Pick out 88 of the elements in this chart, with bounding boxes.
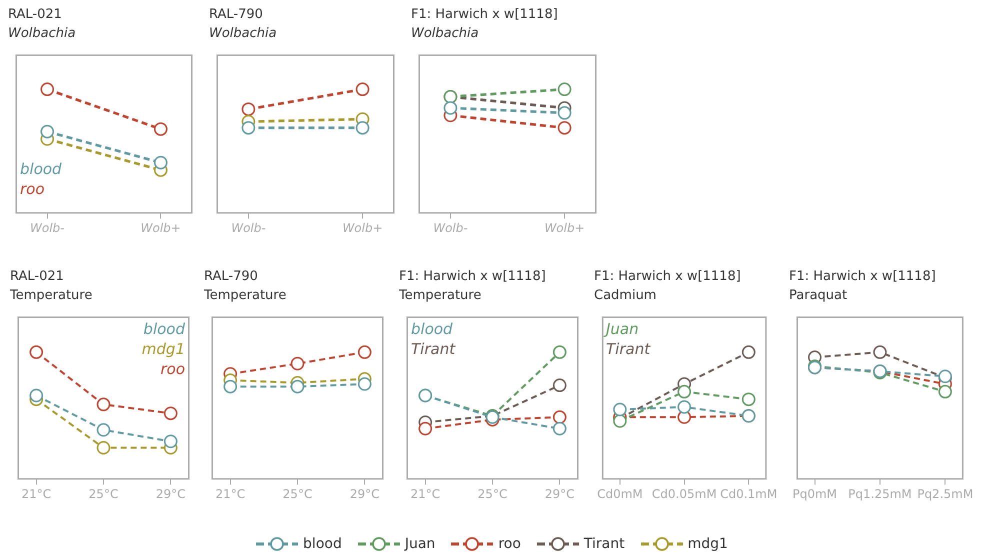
x-tick-label: 25°C	[478, 486, 508, 501]
point	[613, 402, 627, 416]
x-tick-label: 29°C	[156, 486, 186, 501]
chart-title: RAL-790	[204, 269, 258, 284]
point	[552, 345, 566, 359]
x-tick-label: Wolb+	[342, 220, 383, 235]
chart-title: RAL-021	[10, 269, 64, 284]
point	[356, 82, 370, 96]
point	[558, 82, 572, 96]
point	[242, 121, 256, 135]
x-tick-label: Wolb-	[433, 220, 468, 235]
series-label: blood	[20, 159, 62, 179]
point	[552, 422, 566, 436]
x-tick-label: 21°C	[215, 486, 246, 501]
x-tick-label: Pq2.5mM	[917, 486, 974, 501]
point	[558, 106, 572, 120]
text: blood	[411, 319, 454, 339]
legend-label: roo	[498, 536, 521, 552]
x-tick-label: Wolb+	[544, 220, 585, 235]
x-tick-label: 29°C	[544, 486, 575, 501]
chart-title: F1: Harwich x w[1118]	[411, 7, 558, 22]
chart-subtitle: Temperature	[399, 288, 482, 303]
point	[358, 377, 372, 391]
point	[558, 121, 572, 135]
text: mdg1	[142, 339, 185, 359]
point	[30, 345, 44, 359]
point	[40, 124, 54, 138]
x-tick-label: Cd0mM	[597, 486, 643, 501]
point	[613, 414, 627, 428]
point	[418, 422, 432, 436]
point	[290, 356, 304, 370]
point	[96, 440, 110, 454]
x-tick-label: 21°C	[410, 486, 440, 501]
text: blood	[142, 319, 185, 339]
text: roo	[159, 359, 185, 379]
chart-subtitle: Paraquat	[789, 288, 848, 303]
point	[552, 410, 566, 424]
legend-label: mdg1	[688, 536, 728, 552]
point	[164, 406, 178, 420]
point	[938, 384, 952, 398]
point	[742, 392, 756, 406]
point	[40, 82, 54, 96]
point	[742, 345, 756, 359]
x-tick-label: Pq1.25mM	[848, 486, 912, 501]
legend-label: Juan	[404, 536, 436, 552]
x-tick-label: Wolb-	[30, 220, 65, 235]
point	[678, 384, 692, 398]
text: Tirant	[606, 339, 650, 359]
chart-subtitle: Wolbachia	[209, 26, 277, 41]
point	[356, 121, 370, 135]
text: Tirant	[411, 339, 456, 359]
chart-title: F1: Harwich x w[1118]	[399, 269, 546, 284]
point	[164, 434, 178, 448]
legend-label: blood	[303, 536, 342, 552]
chart-subtitle: Temperature	[10, 288, 92, 303]
chart-title: RAL-021	[8, 7, 62, 22]
point	[242, 102, 256, 116]
point	[444, 101, 458, 115]
point	[154, 122, 168, 136]
chart-subtitle: Cadmium	[594, 288, 656, 303]
point	[873, 345, 887, 359]
x-tick-label: 25°C	[282, 486, 312, 501]
legend-label: Tirant	[584, 536, 625, 552]
chart-title: F1: Harwich x w[1118]	[594, 269, 741, 284]
point	[678, 400, 692, 414]
x-tick-label: 29°C	[350, 486, 380, 501]
point	[358, 345, 372, 359]
text: roo	[20, 179, 46, 199]
x-tick-label: 21°C	[21, 486, 52, 501]
chart-subtitle: Wolbachia	[411, 26, 479, 41]
point	[96, 398, 110, 412]
x-tick-label: Cd0.1mM	[720, 486, 778, 501]
point	[224, 380, 238, 394]
chart-title: F1: Harwich x w[1118]	[789, 269, 936, 284]
chart-title: RAL-790	[209, 7, 263, 22]
x-tick-label: Pq0mM	[792, 486, 838, 501]
point	[96, 423, 110, 437]
chart-subtitle: Temperature	[204, 288, 286, 303]
point	[290, 380, 304, 394]
text: Juan	[606, 319, 640, 339]
x-tick-label: Wolb+	[140, 220, 181, 235]
point	[30, 388, 44, 402]
x-tick-label: Wolb-	[231, 220, 266, 235]
chart-subtitle: Wolbachia	[8, 26, 76, 41]
x-tick-label: 25°C	[88, 486, 118, 501]
x-tick-label: Cd0.05mM	[652, 486, 717, 501]
point	[154, 156, 168, 170]
point	[552, 378, 566, 392]
